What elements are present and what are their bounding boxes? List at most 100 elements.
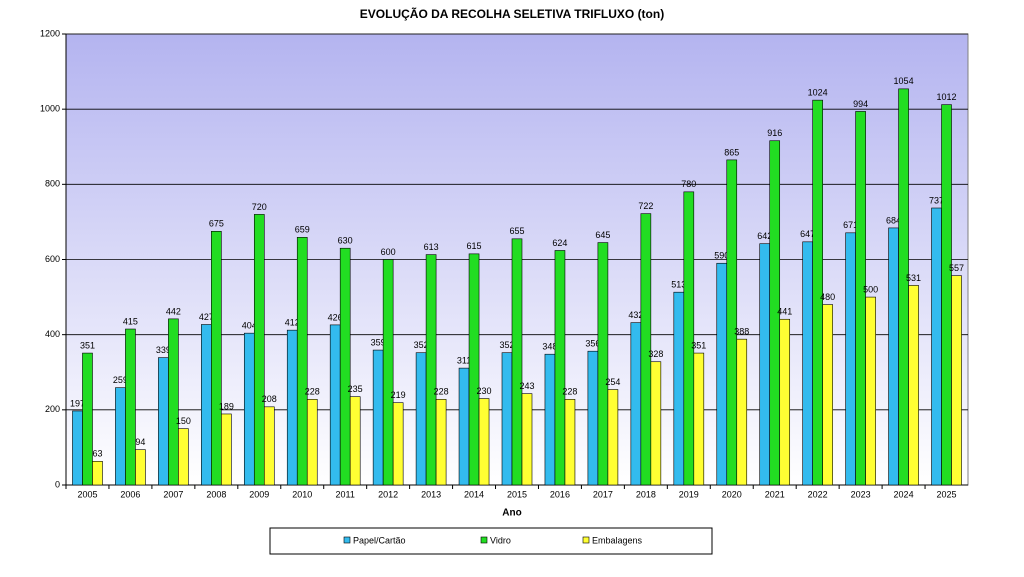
data-label: 356 — [585, 339, 600, 349]
data-label: 243 — [519, 381, 534, 391]
data-label: 630 — [338, 236, 353, 246]
x-tick-label: 2017 — [593, 489, 613, 499]
bar — [802, 241, 813, 486]
bar — [263, 406, 275, 486]
bar — [349, 396, 361, 486]
data-label: 500 — [863, 284, 878, 294]
x-tick-label: 2007 — [163, 489, 183, 499]
x-tick-label: 2015 — [507, 489, 527, 499]
bar — [650, 361, 662, 486]
chart-title: EVOLUÇÃO DA RECOLHA SELETIVA TRIFLUXO (t… — [360, 6, 664, 21]
data-label: 600 — [381, 247, 396, 257]
bar — [201, 324, 212, 486]
data-label: 531 — [906, 273, 921, 283]
bar — [630, 322, 642, 486]
data-label: 1012 — [937, 92, 957, 102]
y-tick-label: 600 — [45, 254, 60, 264]
data-label: 219 — [391, 390, 406, 400]
data-label: 352 — [414, 340, 429, 350]
bar — [855, 111, 866, 486]
x-tick-label: 2010 — [292, 489, 312, 499]
data-label: 642 — [757, 231, 772, 241]
data-label: 720 — [252, 202, 267, 212]
data-label: 655 — [509, 226, 524, 236]
x-tick-label: 2009 — [249, 489, 269, 499]
bar — [125, 328, 136, 486]
data-label: 189 — [219, 401, 234, 411]
bar — [544, 353, 556, 486]
legend-swatch — [480, 536, 488, 544]
y-tick-label: 800 — [45, 179, 60, 189]
bar — [92, 461, 103, 486]
x-tick-label: 2006 — [120, 489, 140, 499]
bar — [382, 259, 394, 486]
x-tick-label: 2013 — [421, 489, 441, 499]
x-tick-label: 2018 — [636, 489, 656, 499]
bar — [329, 324, 341, 486]
data-label: 916 — [767, 128, 782, 138]
data-label: 426 — [328, 312, 343, 322]
bar — [683, 191, 695, 486]
bar — [306, 399, 318, 486]
bar — [253, 214, 265, 486]
data-label: 230 — [477, 386, 492, 396]
bar — [554, 250, 566, 486]
bar — [812, 99, 823, 486]
bar — [135, 449, 146, 486]
bar — [211, 231, 222, 486]
legend-swatch — [343, 536, 351, 544]
data-label: 63 — [92, 449, 102, 459]
bar — [941, 104, 952, 486]
data-label: 412 — [285, 318, 300, 328]
data-label: 427 — [199, 312, 214, 322]
y-tick-label: 200 — [45, 404, 60, 414]
data-label: 328 — [648, 349, 663, 359]
data-label: 432 — [628, 310, 643, 320]
data-label: 351 — [691, 340, 706, 350]
data-label: 352 — [499, 340, 514, 350]
data-label: 480 — [820, 292, 835, 302]
bar — [372, 349, 384, 486]
x-tick-label: 2011 — [336, 489, 355, 499]
bar — [296, 237, 308, 486]
data-label: 671 — [843, 220, 858, 230]
data-label: 150 — [176, 416, 191, 426]
x-tick-label: 2024 — [894, 489, 914, 499]
bar — [736, 338, 748, 486]
legend-label: Vidro — [490, 535, 511, 545]
data-label: 339 — [156, 345, 171, 355]
bar — [769, 140, 781, 486]
data-label: 624 — [552, 238, 567, 248]
bar — [908, 285, 919, 486]
bar — [425, 254, 437, 486]
x-tick-label: 2012 — [378, 489, 398, 499]
data-label: 1054 — [894, 76, 914, 86]
bar — [115, 387, 126, 486]
x-tick-label: 2023 — [851, 489, 871, 499]
bar — [468, 253, 480, 486]
data-label: 737 — [929, 195, 944, 205]
data-label: 647 — [800, 229, 815, 239]
y-tick-label: 1200 — [40, 28, 60, 38]
bar — [435, 399, 447, 486]
data-label: 351 — [80, 340, 95, 350]
bar — [392, 402, 404, 486]
bar — [693, 352, 705, 486]
data-label: 442 — [166, 306, 181, 316]
bar — [221, 413, 232, 486]
y-tick-label: 400 — [45, 329, 60, 339]
x-tick-label: 2025 — [937, 489, 957, 499]
data-label: 415 — [123, 316, 138, 326]
bar — [845, 232, 856, 486]
data-label: 388 — [734, 327, 749, 337]
data-label: 513 — [671, 280, 686, 290]
x-tick-label: 2008 — [206, 489, 226, 499]
bar — [640, 213, 652, 486]
data-label: 615 — [467, 241, 482, 251]
data-label: 228 — [434, 387, 449, 397]
data-label: 259 — [113, 375, 128, 385]
data-label: 684 — [886, 215, 901, 225]
bar — [501, 352, 513, 486]
x-tick-label: 2019 — [679, 489, 699, 499]
data-label: 208 — [262, 394, 277, 404]
